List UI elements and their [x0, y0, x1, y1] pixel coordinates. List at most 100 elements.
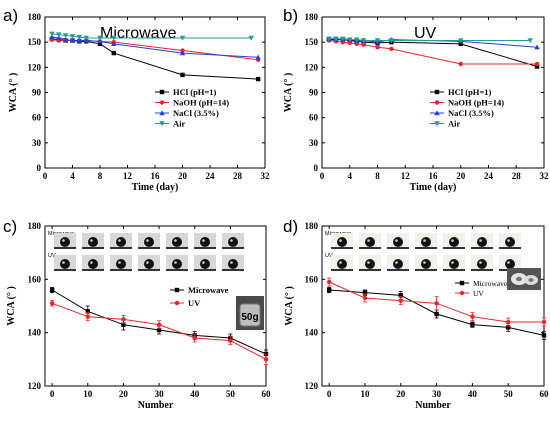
droplet [337, 237, 347, 247]
legend-label: NaOH (pH=14) [448, 98, 504, 108]
data-point [156, 322, 162, 327]
droplet-substrate [110, 247, 132, 249]
droplet [365, 237, 375, 247]
y-tick-label: 120 [305, 381, 319, 391]
droplet-substrate [138, 247, 160, 249]
legend: Microwave UV [170, 285, 229, 308]
data-point [156, 327, 162, 333]
droplet-highlight [90, 239, 93, 242]
x-tick-label: 0 [327, 389, 332, 399]
y-axis-label: WCA (° ) [284, 286, 295, 326]
data-point [228, 338, 233, 343]
droplet-substrate [222, 247, 244, 249]
weight-label: 50g [241, 312, 258, 323]
x-tick-label: 30 [432, 389, 442, 399]
panel-title: Microwave [100, 25, 177, 42]
legend-label: NaOH (pH=14) [173, 98, 229, 108]
data-point [388, 38, 395, 44]
data-point [470, 322, 475, 327]
droplet [393, 259, 403, 269]
y-tick-label: 180 [305, 221, 319, 231]
y-tick-label: 60 [309, 113, 319, 123]
legend-label: HCl (pH=1) [173, 87, 216, 97]
droplet-substrate [443, 247, 465, 249]
x-tick-label: 0 [43, 171, 48, 181]
droplet-substrate [54, 269, 76, 271]
x-axis-label: Time (day) [410, 182, 457, 193]
droplet [505, 259, 515, 269]
droplet [60, 259, 70, 269]
y-tick-label: 90 [309, 88, 319, 98]
droplet-highlight [395, 261, 398, 264]
droplet-highlight [367, 261, 370, 264]
legend-label: NaCl (3.5%) [173, 108, 219, 118]
y-tick-label: 140 [305, 328, 319, 338]
series-line [328, 38, 531, 41]
droplet [172, 237, 182, 247]
droplet-substrate [415, 269, 437, 271]
droplet-highlight [174, 239, 177, 242]
droplet-substrate [331, 269, 353, 271]
legend-marker [434, 121, 440, 127]
data-point [375, 45, 380, 50]
data-point [121, 322, 126, 327]
legend-marker [159, 100, 165, 105]
legend-marker [434, 100, 440, 105]
y-tick-label: 160 [305, 274, 319, 284]
legend-label: HCl (pH=1) [448, 87, 491, 97]
data-point [85, 309, 90, 314]
data-point [541, 319, 547, 325]
x-tick-label: 24 [206, 171, 216, 181]
droplet [116, 259, 126, 269]
data-point [76, 34, 83, 40]
droplet [116, 237, 126, 247]
droplet-highlight [174, 261, 177, 264]
legend: HCl (pH=1)NaOH (pH=14)NaCl (3.5%)Air [430, 87, 504, 129]
droplet [449, 259, 459, 269]
data-point [248, 35, 254, 41]
x-tick-label: 12 [401, 171, 411, 181]
data-point [180, 72, 185, 78]
droplet [449, 237, 459, 247]
droplet-highlight [507, 261, 510, 264]
droplet [421, 237, 431, 247]
data-point [76, 37, 83, 43]
legend-label: Microwave [188, 285, 229, 295]
droplet-highlight [118, 239, 121, 242]
data-point [111, 50, 116, 56]
x-tick-label: 10 [83, 389, 93, 399]
x-tick-label: 40 [190, 389, 200, 399]
panel-letter: a) [3, 6, 18, 25]
y-tick-label: 120 [305, 62, 319, 72]
legend-marker [459, 290, 465, 296]
y-tick-label: 0 [37, 163, 42, 173]
droplet [172, 259, 182, 269]
droplet-substrate [331, 247, 353, 249]
data-point [97, 35, 103, 41]
data-point [111, 35, 117, 41]
x-tick-label: 8 [375, 171, 380, 181]
data-point [347, 37, 353, 43]
droplet-substrate [387, 247, 409, 249]
x-tick-label: 0 [320, 171, 325, 181]
y-axis-label: WCA (° ) [6, 286, 17, 326]
data-point [85, 314, 90, 319]
panel-title: UV [414, 25, 437, 42]
data-point [458, 38, 464, 44]
droplet-highlight [451, 261, 454, 264]
droplet [337, 259, 347, 269]
y-tick-label: 180 [28, 12, 42, 22]
droplet [228, 237, 238, 247]
data-point [458, 61, 463, 67]
y-tick-label: 0 [314, 163, 319, 173]
tape-roll-core [516, 276, 522, 282]
droplet-highlight [146, 261, 149, 264]
x-tick-label: 20 [119, 389, 129, 399]
data-point [398, 293, 403, 298]
droplet [477, 259, 487, 269]
series-line [328, 39, 538, 65]
x-tick-label: 0 [50, 389, 55, 399]
droplet-substrate [138, 269, 160, 271]
droplet-highlight [202, 261, 205, 264]
